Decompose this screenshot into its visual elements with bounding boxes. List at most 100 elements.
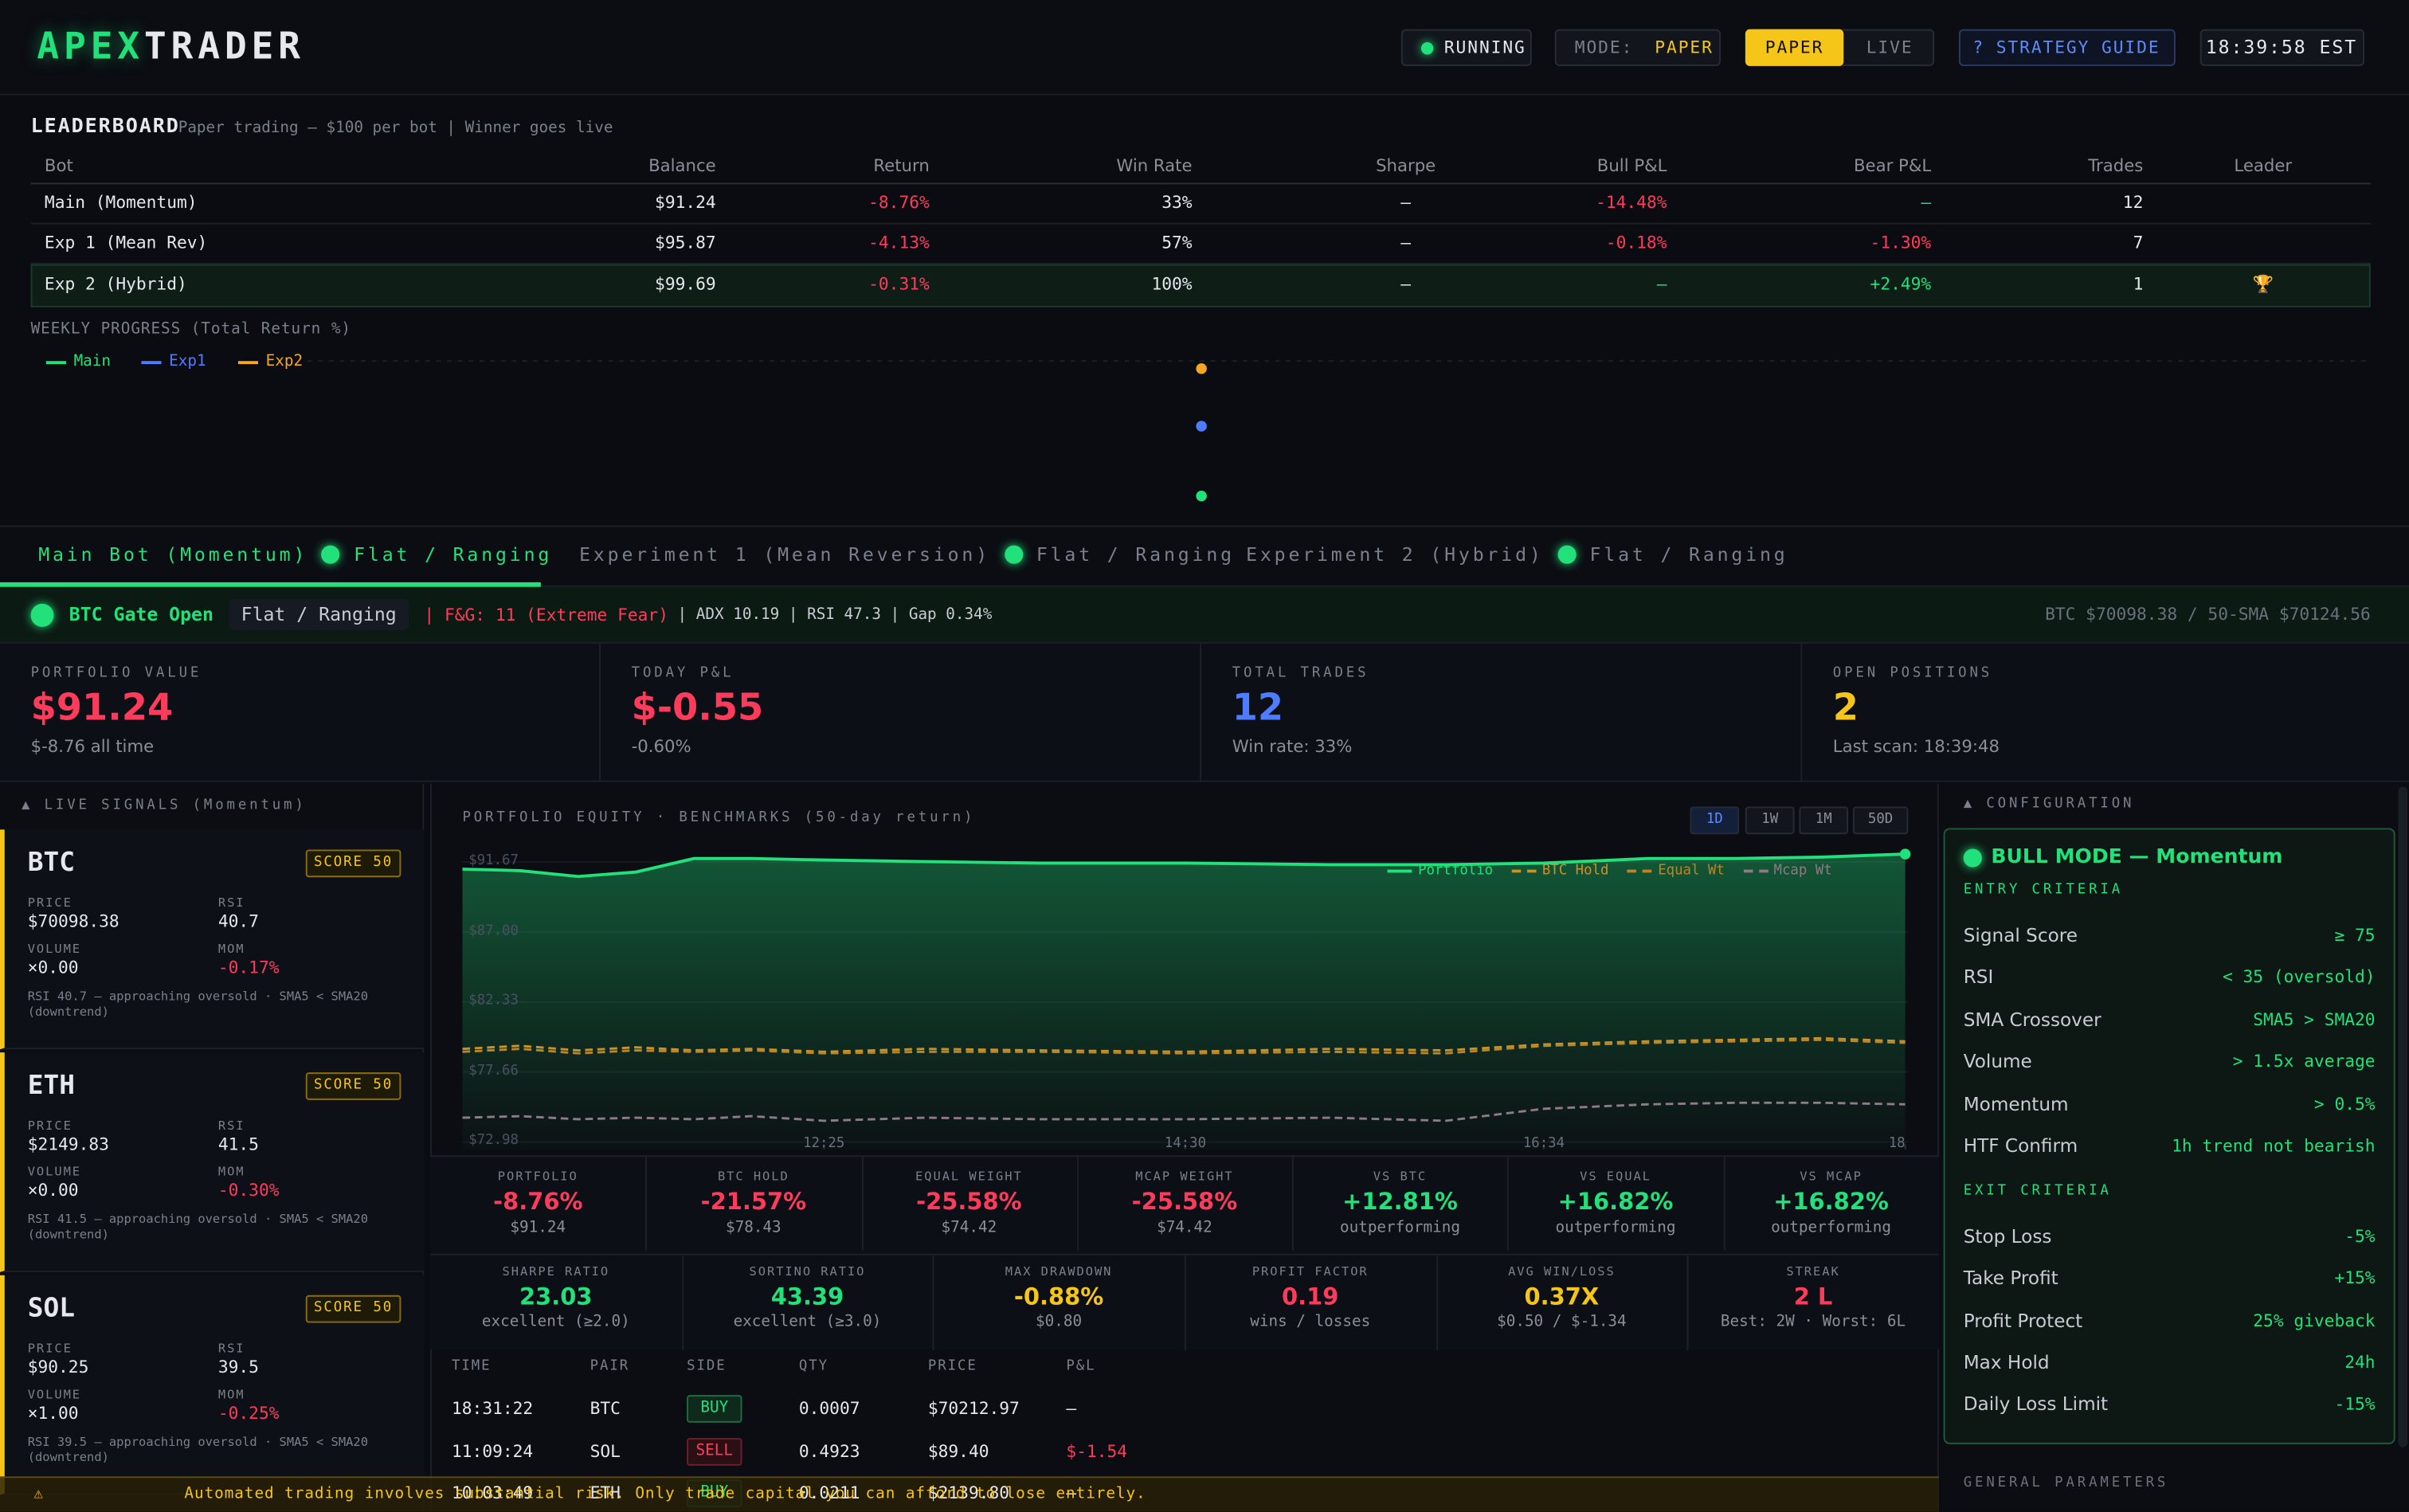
range-label[interactable]: 1D [1706,812,1723,828]
gate-indicators: | ADX 10.19 | RSI 47.3 | Gap 0.34% [677,605,993,624]
trade-side: SELL [695,1441,734,1459]
logo: APEX TRADER [37,25,305,68]
signal-symbol: SOL [27,1293,75,1325]
tab[interactable]: Experiment 1 (Mean Reversion) Flat / Rang… [579,544,1235,566]
trade-cell: 0.4923 [798,1440,860,1461]
stat-label: OPEN POSITIONS [1832,666,1993,682]
leaderboard-cell: — [1400,192,1412,213]
metric-value: -21.57% [700,1187,807,1216]
leaderboard-cell: -0.18% [1605,232,1667,253]
side-badge [687,1395,742,1423]
leaderboard-cell: Main (Momentum) [44,192,198,213]
signal-label: MOM [217,1165,245,1179]
config-label: Signal Score [1963,924,2078,946]
config-mode: BULL MODE — Momentum [1963,845,2283,869]
config-value: -5% [2344,1226,2376,1247]
signal-score: SCORE 50 [314,855,394,871]
metric-sub: $74.42 [941,1220,997,1237]
signal-price: $2149.83 [27,1134,109,1155]
leaderboard-cell: 100% [1151,274,1193,295]
metric-label: VS EQUAL [1580,1169,1651,1184]
metric-label: BTC HOLD [717,1169,789,1184]
range-label[interactable]: 50D [1867,812,1894,828]
signal-volume: ×1.00 [27,1403,79,1424]
range-button[interactable] [1799,806,1849,835]
mode-label: MODE: [1574,37,1634,58]
leaderboard-cell: -8.76% [868,192,930,213]
toggle-paper[interactable]: PAPER [1765,37,1824,58]
metric-divider [1292,1155,1295,1251]
metric-divider [645,1155,648,1251]
metric-label: MCAP WEIGHT [1135,1169,1234,1184]
status-dot [1963,848,1982,867]
metric-label: MAX DRAWDOWN [1005,1264,1113,1279]
tab[interactable]: Experiment 2 (Hybrid) Flat / Ranging [1246,544,1788,566]
range-label[interactable]: 1M [1815,812,1832,828]
tab-state: Flat / Ranging [1589,543,1788,566]
config-title: ▲ CONFIGURATION [1963,797,2135,813]
stat-divider [599,644,601,782]
gate: BTC Gate Open Flat / Ranging | F&G: 11 (Ex… [30,599,993,630]
row-rule [30,222,2371,225]
gate-regime: Flat / Ranging [229,599,409,630]
equity-area [462,854,1906,1150]
guide-button[interactable] [1958,29,2176,66]
status-dot [1557,545,1577,564]
trade-cell: 11:09:24 [451,1440,534,1461]
footer-warning: Automated trading involves substantial r… [184,1485,1146,1503]
leaderboard-cell: -0.31% [868,274,930,295]
equity-line [462,1101,1906,1122]
column-header: Balance [648,155,716,176]
equity-line [462,1036,1906,1053]
config-label: SMA Crossover [1963,1009,2102,1031]
config-value: +15% [2334,1268,2376,1289]
legend-swatch [237,361,258,365]
stat-sub: Last scan: 18:39:48 [1832,736,2000,757]
legend-label: Equal Wt [1658,863,1725,879]
signal-mom: -0.25% [217,1403,280,1424]
leaderboard-cell: 12 [2122,192,2144,213]
config-mode-text: BULL MODE — Momentum [1991,845,2283,869]
signal-rsi: 41.5 [217,1134,259,1155]
legend-swatch [1387,869,1412,873]
clock-box [2199,29,2365,66]
column-header: Trades [2088,155,2144,176]
tab-underline [0,582,541,587]
signal-label: RSI [217,1118,245,1133]
signal-label: VOLUME [27,1165,82,1179]
signal-volume: ×0.00 [27,958,79,978]
range-button[interactable] [1690,806,1740,835]
y-tick-label: $72.98 [468,1134,519,1150]
metric-divider [1687,1255,1690,1351]
guide-text[interactable]: ? STRATEGY GUIDE [1972,37,2160,58]
signal-label: PRICE [27,1118,72,1133]
column-header: Bear P&L [1853,155,1932,176]
leaderboard-title: LEADERBOARD [30,116,180,139]
legend-item: Portfolio [1387,864,1493,879]
toggle-active[interactable] [1745,29,1844,66]
metric-divider [861,1155,864,1251]
metric-label: EQUAL WEIGHT [915,1169,1023,1184]
range-label[interactable]: 1W [1761,812,1779,828]
status-dot [321,545,340,564]
toggle-live[interactable]: LIVE [1866,37,1913,58]
y-tick-label: $82.33 [468,993,519,1009]
range-button[interactable] [1745,806,1795,835]
stat-label: TODAY P&L [631,666,734,682]
legend-label: BTC Hold [1541,863,1609,879]
column-header: Bull P&L [1596,155,1667,176]
signal-price: $70098.38 [27,911,119,932]
weekly-title: WEEKLY PROGRESS (Total Return %) [30,321,351,339]
tab[interactable]: Main Bot (Momentum) Flat / Ranging [38,544,552,566]
stat-value: 12 [1232,686,1284,730]
metric-sub: outperforming [1555,1220,1676,1237]
metric-sub: Best: 2W · Worst: 6L [1720,1313,1906,1331]
logo-apex: APEX [37,24,144,68]
stat-divider [1200,644,1202,782]
range-button[interactable] [1852,806,1909,835]
metric-label: VS BTC [1373,1169,1428,1184]
mode-value: PAPER [1655,37,1714,58]
leaderboard-cell: $91.24 [655,192,716,213]
trade-column: SIDE [687,1359,727,1375]
column-header: Return [873,155,930,176]
